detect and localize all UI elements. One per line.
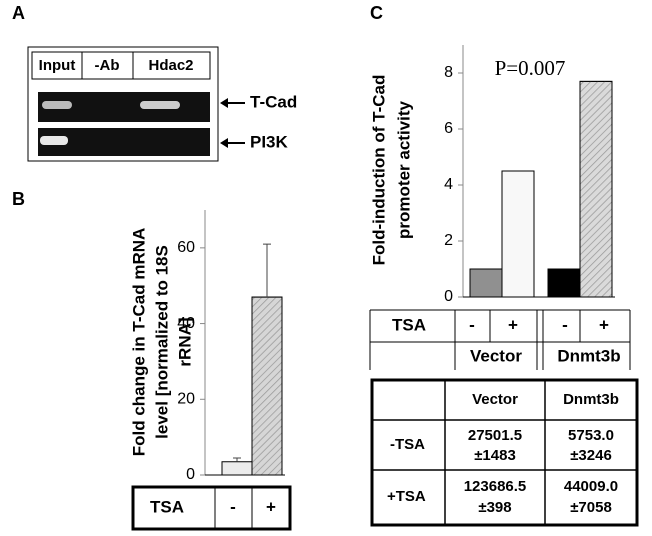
group-label: Dnmt3b xyxy=(557,346,620,365)
row-label: TSA xyxy=(392,315,426,334)
column-header: Vector xyxy=(472,391,518,408)
bar-hatch xyxy=(579,80,613,298)
cell: ±398 xyxy=(478,499,511,516)
y-axis-label: level [normalized to 18S xyxy=(152,245,171,439)
y-tick-label: 0 xyxy=(444,288,453,305)
data-table: Vector Dnmt3b -TSA 27501.5 ±1483 5753.0 … xyxy=(370,378,639,527)
column-header: Dnmt3b xyxy=(563,391,619,408)
bar xyxy=(501,170,535,298)
x-tick-label: - xyxy=(562,315,568,334)
cell: 123686.5 xyxy=(464,478,527,495)
annotation: P=0.007 xyxy=(495,56,566,80)
panel-label: C xyxy=(370,3,383,23)
row-header: -TSA xyxy=(390,436,425,453)
gel: Input -Ab Hdac2 T-Cad PI3K xyxy=(27,46,297,162)
y-tick-label: 40 xyxy=(177,315,195,332)
band-label: T-Cad xyxy=(250,92,297,111)
x-tick-label: - xyxy=(230,497,236,516)
cell: ±1483 xyxy=(474,447,516,464)
y-tick-label: 4 xyxy=(444,176,453,193)
error-bar xyxy=(263,243,271,298)
x-tick-label: + xyxy=(599,315,609,334)
y-axis-label: Fold change in T-Cad mRNA xyxy=(129,228,148,457)
lane-label: Input xyxy=(39,57,76,74)
bar-hatch xyxy=(251,296,283,476)
cell: 27501.5 xyxy=(468,427,522,444)
y-tick-label: 8 xyxy=(444,64,453,81)
y-tick-label: 2 xyxy=(444,232,453,249)
y-axis-label: Fold-induction of T-Cad xyxy=(369,75,388,266)
x-tick-label: - xyxy=(469,315,475,334)
group-label: Vector xyxy=(470,346,522,365)
row-label: TSA xyxy=(150,497,184,516)
lane-label: Hdac2 xyxy=(148,57,193,74)
category-table: TSA - + - + Vector Dnmt3b xyxy=(369,309,631,370)
panel-label: A xyxy=(12,3,25,23)
bar xyxy=(547,268,581,298)
cell: ±3246 xyxy=(570,447,612,464)
row-header: +TSA xyxy=(387,488,426,505)
category-table: TSA - + xyxy=(131,485,292,531)
lane-label: -Ab xyxy=(95,57,120,74)
cell: ±7058 xyxy=(570,499,612,516)
y-axis-label: promoter activity xyxy=(394,100,413,238)
panel-label: B xyxy=(12,189,25,209)
y-tick-label: 0 xyxy=(186,466,195,483)
y-tick-label: 6 xyxy=(444,120,453,137)
y-tick-label: 20 xyxy=(177,391,195,408)
y-axis-label: rRNA] xyxy=(175,317,194,366)
bar xyxy=(469,268,503,298)
cell: 44009.0 xyxy=(564,478,618,495)
x-tick-label: + xyxy=(266,497,276,516)
cell: 5753.0 xyxy=(568,427,614,444)
bar xyxy=(221,461,253,476)
error-bar xyxy=(233,457,241,462)
x-tick-label: + xyxy=(508,315,518,334)
band-label: PI3K xyxy=(250,132,289,151)
y-tick-label: 60 xyxy=(177,239,195,256)
